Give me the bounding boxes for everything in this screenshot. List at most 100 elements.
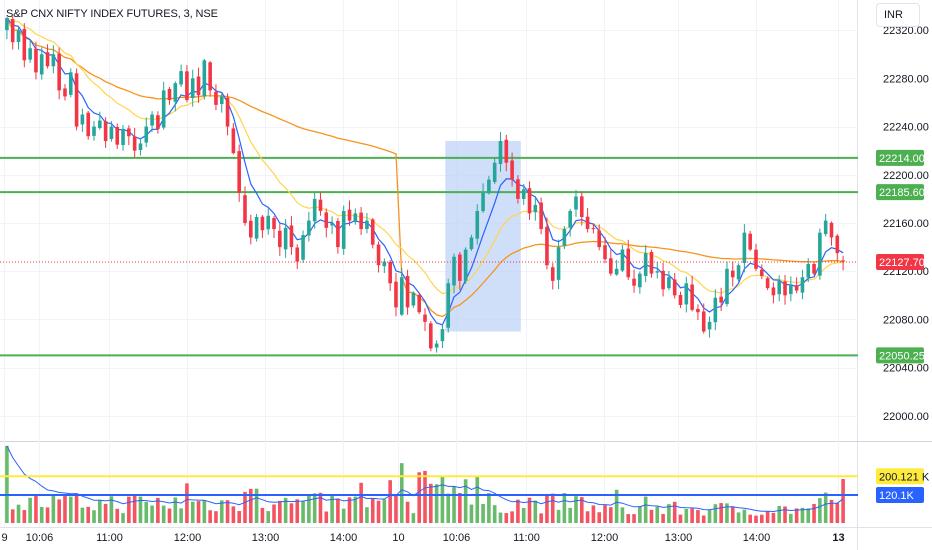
candle-body bbox=[347, 209, 352, 221]
volume-bar bbox=[115, 508, 120, 523]
candle-body bbox=[283, 227, 288, 250]
ema-slow-line bbox=[6, 17, 844, 295]
candle-body bbox=[643, 253, 648, 276]
time-axis[interactable]: 9 10:06 11:00 12:00 13:00 14:00 10 10:06 11:00 12… bbox=[1, 532, 844, 544]
candle-body bbox=[365, 220, 369, 230]
candle-body bbox=[225, 97, 230, 127]
level-price-tag-bg bbox=[876, 184, 924, 201]
volume-bar bbox=[510, 511, 514, 523]
volume-bar bbox=[568, 507, 572, 523]
candle-body bbox=[74, 73, 79, 127]
candle-body bbox=[556, 247, 561, 280]
volume-bar bbox=[359, 482, 363, 523]
candle-body bbox=[272, 218, 276, 230]
candle-body bbox=[341, 210, 346, 249]
volume-bar bbox=[434, 484, 439, 523]
horizontal-levels[interactable] bbox=[0, 156, 858, 357]
candle-body bbox=[10, 19, 15, 43]
candle-body bbox=[231, 128, 236, 154]
time-tick-label: 14:00 bbox=[330, 532, 358, 544]
candle-body bbox=[324, 212, 329, 228]
level-price-tag-bg bbox=[876, 149, 924, 166]
symbol-title[interactable]: S&P CNX NIFTY INDEX FUTURES, 3, NSE bbox=[6, 8, 218, 20]
candle-body bbox=[504, 139, 509, 163]
candle-body bbox=[585, 216, 590, 230]
candle-body bbox=[487, 179, 491, 194]
candle-body bbox=[667, 277, 671, 289]
volume-bar bbox=[452, 486, 456, 523]
volume-levels[interactable] bbox=[0, 475, 858, 496]
candle-body bbox=[376, 244, 381, 266]
candle-body bbox=[609, 258, 613, 274]
volume-average bbox=[6, 445, 844, 513]
candle-body bbox=[475, 210, 480, 239]
candle-body bbox=[301, 235, 305, 260]
volume-bar bbox=[458, 492, 462, 523]
candle-body bbox=[417, 294, 421, 313]
volume-bar bbox=[835, 502, 840, 523]
volume-level-tag: 200.121 K bbox=[879, 471, 930, 483]
price-axis[interactable]: 22320.00 22280.00 22240.00 22200.00 22160.00… bbox=[883, 25, 929, 423]
candle-body bbox=[492, 162, 497, 182]
candle-body bbox=[196, 76, 201, 96]
candle-body bbox=[219, 96, 224, 104]
candle-body bbox=[127, 128, 131, 137]
volume-bar bbox=[498, 512, 503, 523]
candle-body bbox=[446, 283, 451, 328]
candle-body bbox=[498, 141, 503, 165]
candle-body bbox=[237, 151, 241, 193]
candle-body bbox=[655, 271, 660, 273]
volume-bar bbox=[789, 513, 793, 523]
volume-bar bbox=[63, 495, 67, 523]
volume-bar bbox=[736, 512, 741, 523]
candle-body bbox=[388, 261, 392, 284]
volume-bar bbox=[829, 499, 834, 523]
volume-bar bbox=[98, 499, 102, 523]
volume-bar bbox=[399, 463, 404, 523]
currency-button[interactable]: INR bbox=[876, 3, 920, 27]
candle-body bbox=[771, 287, 776, 296]
volume-bar bbox=[28, 497, 32, 523]
volume-bar bbox=[283, 497, 288, 523]
volume-average-line bbox=[6, 445, 844, 513]
level-price-tag: 22185.60 bbox=[879, 187, 925, 199]
time-tick-label: 14:00 bbox=[743, 532, 771, 544]
price-tick-label: 22080.00 bbox=[883, 314, 929, 326]
level-price-tag-bg bbox=[876, 347, 924, 364]
candle-body bbox=[516, 179, 520, 199]
candle-body bbox=[818, 232, 822, 276]
volume-bar bbox=[121, 513, 125, 523]
candle-body bbox=[690, 284, 694, 310]
candle-body bbox=[579, 196, 584, 217]
volume-bar bbox=[591, 505, 596, 523]
candle-body bbox=[394, 281, 398, 308]
volume-bar bbox=[690, 508, 694, 523]
price-tick-label: 22040.00 bbox=[883, 363, 929, 375]
price-tick-label: 22160.00 bbox=[883, 218, 929, 230]
price-tags: 22214.00 22185.60 22050.25 22127.70 200.121 … bbox=[876, 149, 930, 503]
time-tick-label: 13 bbox=[832, 532, 844, 544]
volume-bar bbox=[609, 507, 613, 523]
volume-bar bbox=[423, 470, 427, 523]
volume-bar bbox=[730, 506, 735, 523]
candle-body bbox=[434, 343, 439, 348]
candle-body bbox=[359, 212, 363, 230]
volume-bar bbox=[777, 505, 782, 523]
candle-body bbox=[5, 18, 9, 31]
volume-bar bbox=[336, 498, 340, 523]
volume-bar bbox=[626, 514, 631, 523]
candle-body bbox=[370, 219, 375, 245]
volume-bar bbox=[678, 514, 683, 523]
candle-body bbox=[835, 235, 840, 254]
volume-bar bbox=[295, 499, 300, 523]
volume-bar bbox=[5, 445, 9, 523]
candle-body bbox=[336, 220, 340, 248]
volume-bar bbox=[16, 504, 21, 523]
volume-bar bbox=[225, 500, 230, 523]
candle-body bbox=[759, 269, 764, 277]
candle-body bbox=[841, 260, 845, 262]
volume-bar bbox=[365, 507, 369, 523]
volume-bar bbox=[219, 500, 224, 523]
